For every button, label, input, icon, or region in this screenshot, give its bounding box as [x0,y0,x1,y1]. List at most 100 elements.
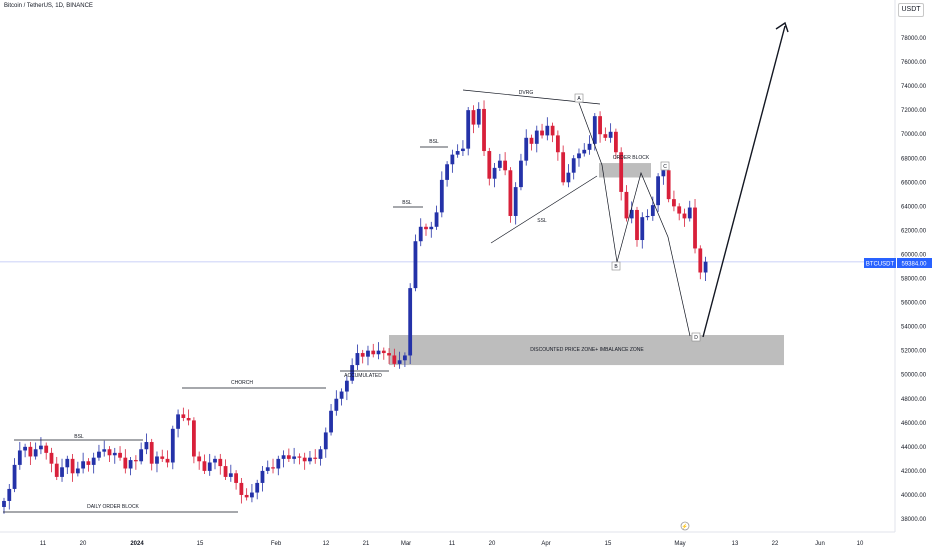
candle [292,447,297,464]
candle-body [619,152,624,192]
candle [524,129,529,166]
candle [302,452,307,470]
candle-body [97,451,101,458]
candle-body [260,470,265,483]
candle-body [519,160,523,188]
candle [239,477,244,504]
candle-body [381,350,386,354]
candle-body [598,116,602,135]
candle [286,448,291,463]
candle-body [376,350,381,355]
candle-body [408,288,413,356]
timeline-marker: ⚡ [680,521,690,531]
x-tick-label: 11 [449,541,456,547]
candle [682,208,687,227]
candle-body [49,452,54,464]
candle [297,453,302,465]
candle [624,185,629,222]
candle [265,460,270,475]
candle [234,470,238,490]
candle [587,135,592,155]
candle [250,484,254,503]
candle [461,140,465,156]
candle-body [286,455,291,459]
candle-body [186,417,191,421]
annotation-labels: BSL DAILY ORDER BLOCK CHORCH ACCUMULATED… [74,90,701,510]
candle-body [170,428,175,463]
candle-body [244,494,249,498]
candle-body [276,458,281,469]
candle-body [614,131,618,153]
y-tick-label: 66000.00 [901,180,927,186]
candle [23,443,27,458]
projection-arrow-head [775,21,789,33]
price-tag-symbol: BTCUSDT [866,262,895,268]
candle [107,446,112,463]
candle-body [461,148,465,152]
y-tick-label: 62000.00 [901,228,927,234]
candle [603,127,608,141]
x-tick-label: 12 [323,541,330,547]
candle-body [234,473,238,483]
ssl-line [490,175,598,244]
candle [492,162,497,188]
candle [471,105,476,134]
candle-body [635,209,639,241]
candle-body [70,458,75,474]
point-a-label: A [577,96,581,102]
candle [418,218,423,247]
candle-body [39,445,43,450]
candle [54,456,59,481]
candle-body [355,353,360,366]
candle [149,438,154,471]
candle [540,123,544,139]
candle [313,449,318,464]
candle-body [476,108,481,125]
candle-body [302,457,307,462]
candle [2,497,6,514]
candle [260,465,265,492]
candle-body [592,116,597,144]
candle [112,447,117,464]
label-daily-order-block: DAILY ORDER BLOCK [87,504,139,510]
candle-body [424,226,428,230]
candle [49,447,54,473]
candle-body [524,137,529,161]
projection-arrow-line [702,25,786,338]
candle-body [513,187,518,216]
candle-body [366,350,370,357]
candle [323,427,328,458]
candle [566,164,571,188]
candle-body [360,353,365,357]
candle-body [582,149,587,154]
candle-body [329,410,333,433]
point-b-label: B [614,264,618,270]
candle-body [271,467,275,469]
candle-body [403,355,407,361]
candle [192,417,196,464]
label-bsl-3: BSL [429,139,439,145]
x-tick-label: 20 [489,541,496,547]
y-tick-label: 60000.00 [901,252,927,258]
y-tick-label: 40000.00 [901,493,927,499]
candle-body [471,110,476,125]
y-tick-label: 56000.00 [901,301,927,307]
candle-body [534,130,539,144]
candle-body [281,455,286,459]
candle-body [703,261,708,273]
y-tick-label: 38000.00 [901,517,927,523]
candle [202,454,207,475]
candle-body [239,482,244,495]
candle [223,459,228,481]
currency-button[interactable]: USDT [898,3,924,17]
candle [366,345,370,366]
candle-body [139,449,144,462]
candle [619,147,624,201]
candle-body [487,151,492,179]
candle-body [677,206,682,214]
event-marker-glyph: ⚡ [682,523,688,530]
candle [545,117,550,141]
y-tick-label: 70000.00 [901,132,927,138]
candle-body [429,226,434,230]
